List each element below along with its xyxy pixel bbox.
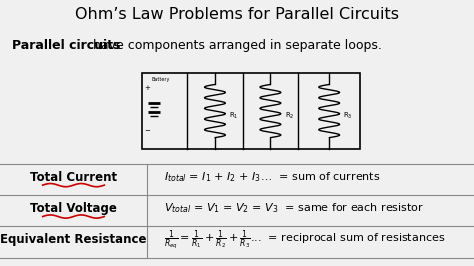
Text: have components arranged in separate loops.: have components arranged in separate loo… xyxy=(89,39,382,52)
Text: R$_3$: R$_3$ xyxy=(343,111,353,122)
Text: Battery: Battery xyxy=(152,77,170,82)
Text: −: − xyxy=(145,128,150,134)
Text: Total Current: Total Current xyxy=(30,171,117,184)
Text: Equivalent Resistance: Equivalent Resistance xyxy=(0,234,147,246)
Text: $V_{total}$ = $V_1$ = $V_2$ = $V_3$  = same for each resistor: $V_{total}$ = $V_1$ = $V_2$ = $V_3$ = sa… xyxy=(164,202,424,215)
Text: Parallel circuits: Parallel circuits xyxy=(12,39,120,52)
Text: $\frac{1}{R_{eq}} = \frac{1}{R_1} + \frac{1}{R_2} + \frac{1}{R_3}$...  = recipro: $\frac{1}{R_{eq}} = \frac{1}{R_1} + \fra… xyxy=(164,228,445,252)
Text: R$_2$: R$_2$ xyxy=(284,111,294,122)
Text: $I_{total}$ = $I_1$ + $I_2$ + $I_3$…  = sum of currents: $I_{total}$ = $I_1$ + $I_2$ + $I_3$… = s… xyxy=(164,170,380,184)
Text: +: + xyxy=(145,85,150,92)
Text: Total Voltage: Total Voltage xyxy=(30,202,117,215)
Text: R$_1$: R$_1$ xyxy=(229,111,239,122)
Text: Ohm’s Law Problems for Parallel Circuits: Ohm’s Law Problems for Parallel Circuits xyxy=(75,7,399,22)
